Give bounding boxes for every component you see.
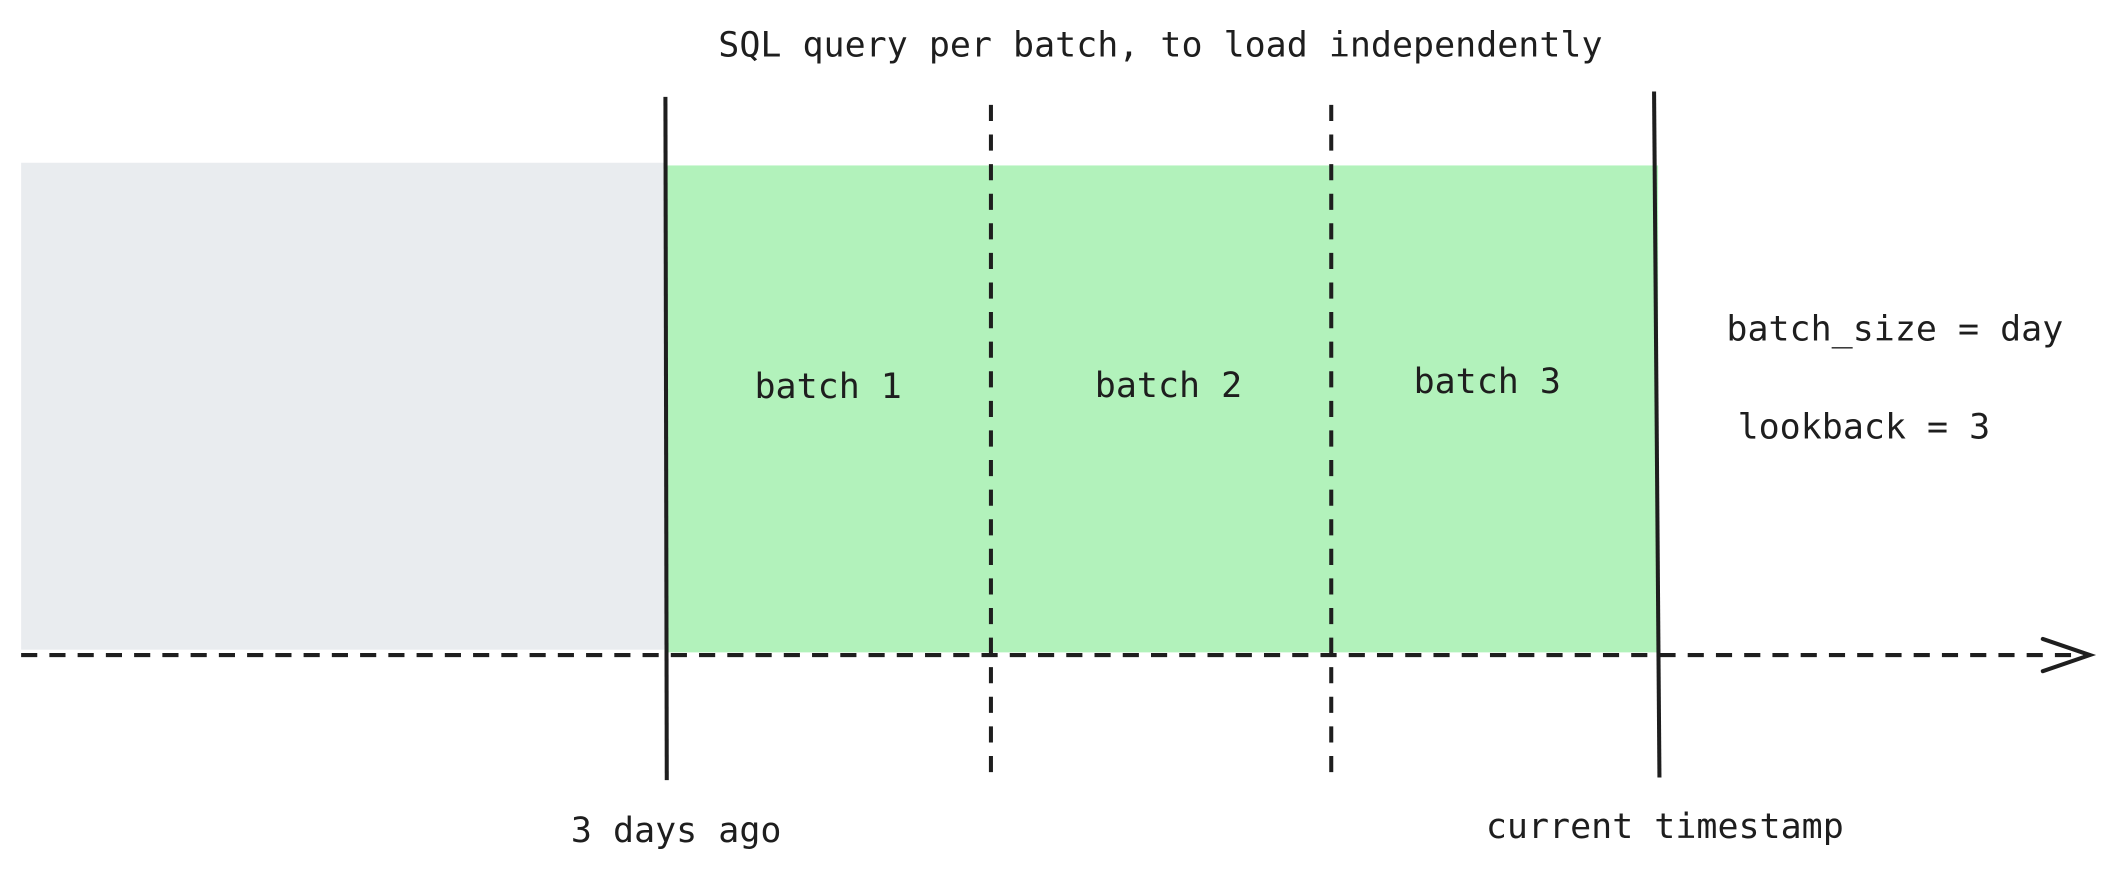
history-region [21,162,667,650]
end-label: current timestamp [1486,807,1844,847]
start-boundary-line [663,96,669,781]
batch-size-param: batch_size = day [1726,309,2063,349]
batch-label-3: batch 3 [1414,362,1561,402]
diagram-title: SQL query per batch, to load independent… [718,25,1602,65]
lookback-param: lookback = 3 [1738,408,1991,448]
batch-label-1: batch 1 [754,367,901,407]
batch-label-2: batch 2 [1095,366,1242,406]
lookback-region [666,165,1659,653]
start-label: 3 days ago [571,811,782,851]
axis-arrowhead-icon [2040,636,2097,674]
end-boundary-line [1652,91,1662,778]
